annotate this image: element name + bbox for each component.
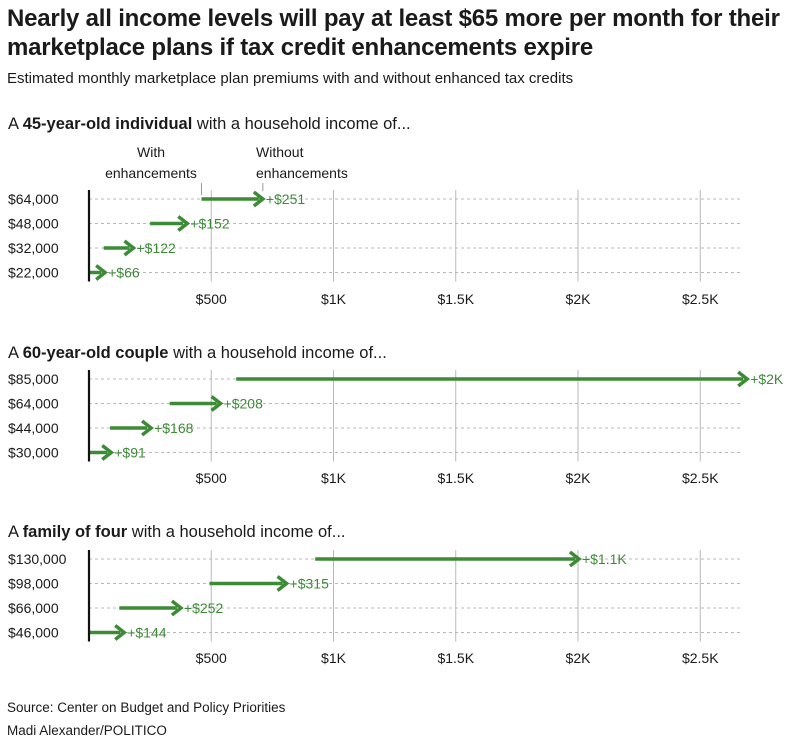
panel-1-change-label: +$122 xyxy=(136,240,176,256)
panel-3-arrow-head xyxy=(276,575,290,592)
panel-2-income-label: $64,000 xyxy=(8,396,59,412)
panel-3-income-label: $130,000 xyxy=(8,551,67,567)
panel-3-income-label: $98,000 xyxy=(8,576,59,592)
panel-2-change-label: +$2K xyxy=(750,371,784,387)
panel-1-heading: A 45-year-old individual with a househol… xyxy=(8,114,411,134)
panel-2-heading: A 60-year-old couple with a household in… xyxy=(8,343,387,363)
panel-2-arrow-head xyxy=(210,395,224,412)
panel-3-x-tick-label: $1.5K xyxy=(437,650,474,666)
panel-3-change-label: +$252 xyxy=(184,600,224,616)
panel-3-change-label: +$315 xyxy=(290,576,330,592)
panel-1-x-tick-label: $2K xyxy=(566,291,592,307)
panel-2-x-tick-label: $1K xyxy=(321,470,347,486)
panel-3-x-tick-label: $2K xyxy=(566,650,592,666)
panel-2-change-label: +$91 xyxy=(114,445,146,461)
panel-2-x-tick-label: $500 xyxy=(196,470,227,486)
panel-1-income-label: $64,000 xyxy=(8,191,59,207)
chart-subtitle: Estimated monthly marketplace plan premi… xyxy=(7,70,574,87)
legend-without-enhancements: Without enhancements xyxy=(256,142,366,184)
panel-1-x-tick-label: $1K xyxy=(321,291,347,307)
panel-3-x-tick-label: $1K xyxy=(321,650,347,666)
panel-1-income-label: $32,000 xyxy=(8,240,59,256)
legend-with-enhancements: With enhancements xyxy=(96,142,206,184)
panel-1-arrow-head xyxy=(177,215,191,232)
panel-3-heading-bold: family of four xyxy=(22,523,128,541)
legend-with-line1: With xyxy=(137,144,165,160)
panel-1-change-label: +$251 xyxy=(266,191,306,207)
panel-3-change-label: +$144 xyxy=(127,625,167,641)
panel-3-arrow-head xyxy=(170,599,184,617)
panel-2-x-tick-label: $2K xyxy=(566,470,592,486)
panel-1-income-label: $48,000 xyxy=(8,216,59,232)
panel-1-arrow-head xyxy=(95,264,108,281)
panel-3-income-label: $46,000 xyxy=(8,625,59,641)
source-note: Source: Center on Budget and Policy Prio… xyxy=(7,700,286,715)
panel-3-income-label: $66,000 xyxy=(8,600,59,616)
panel-2-income-label: $30,000 xyxy=(8,445,59,461)
panel-3-x-tick-label: $500 xyxy=(196,650,227,666)
panel-1-heading-bold: 45-year-old individual xyxy=(22,115,193,133)
panel-2-heading-post: with a household income of... xyxy=(168,344,387,362)
panel-3-heading-post: with a household income of... xyxy=(127,523,346,541)
panel-1-heading-pre: A xyxy=(8,115,23,133)
panel-1-change-label: +$152 xyxy=(190,216,230,232)
panel-1-income-label: $22,000 xyxy=(8,265,59,281)
credit-line: Madi Alexander/POLITICO xyxy=(7,723,167,738)
panel-2-heading-bold: 60-year-old couple xyxy=(22,344,169,362)
legend-without-line2: enhancements xyxy=(256,165,348,181)
panel-3-arrow-head xyxy=(114,624,128,641)
panel-1-arrow-head xyxy=(252,190,266,208)
panel-1-arrow-head xyxy=(123,239,137,257)
panel-2-x-tick-label: $1.5K xyxy=(437,470,474,486)
panel-2-x-tick-label: $2.5K xyxy=(682,470,719,486)
panel-1-x-tick-label: $500 xyxy=(196,291,227,307)
panel-2-arrow-head xyxy=(141,419,154,437)
panel-2-change-label: +$208 xyxy=(224,396,264,412)
panel-1-x-tick-label: $1.5K xyxy=(437,291,474,307)
panel-3-change-label: +$1.1K xyxy=(582,551,627,567)
panel-3-arrow-head xyxy=(568,550,582,568)
panel-3-heading-pre: A xyxy=(8,523,23,541)
panel-2-arrow-head xyxy=(101,444,115,461)
panel-1-change-label: +$66 xyxy=(108,265,140,281)
panel-3-heading: A family of four with a household income… xyxy=(8,522,346,542)
panel-2-heading-pre: A xyxy=(8,344,23,362)
panel-3-x-tick-label: $2.5K xyxy=(682,650,719,666)
panel-2-income-label: $85,000 xyxy=(8,371,59,387)
legend-without-line1: Without xyxy=(256,144,304,160)
panel-2-arrow-head xyxy=(737,370,751,388)
panel-1-x-tick-label: $2.5K xyxy=(682,291,719,307)
panel-2-change-label: +$168 xyxy=(154,420,194,436)
legend-with-line2: enhancements xyxy=(105,165,197,181)
panel-1-heading-post: with a household income of... xyxy=(192,115,411,133)
panel-2-income-label: $44,000 xyxy=(8,420,59,436)
chart-title: Nearly all income levels will pay at lea… xyxy=(7,5,780,61)
